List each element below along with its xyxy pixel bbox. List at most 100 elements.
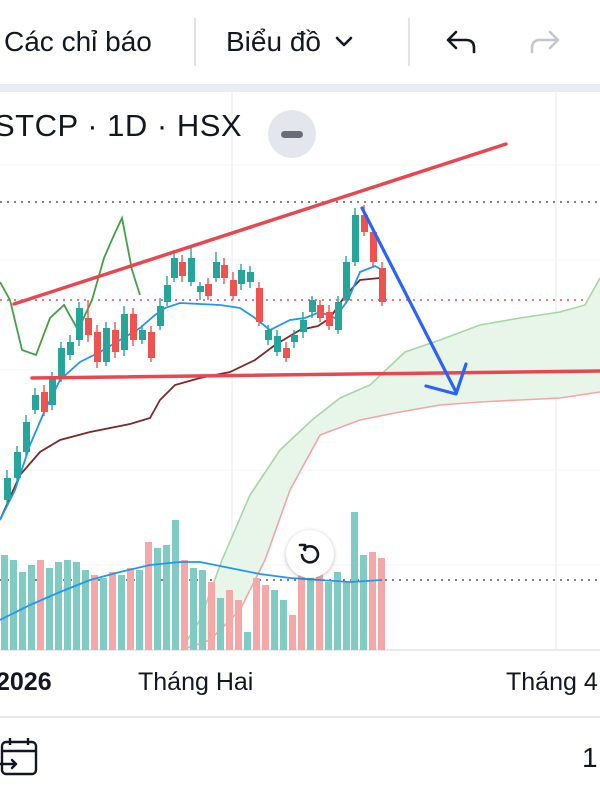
indicators-button[interactable]: Các chỉ báo (4, 0, 152, 84)
candlesticks (4, 205, 386, 505)
candle-body (213, 262, 220, 278)
page-number[interactable]: 1 (582, 742, 598, 773)
volume-bar (100, 578, 107, 650)
redo-button[interactable] (528, 0, 562, 84)
candle-body (238, 270, 245, 284)
volume-bar (145, 542, 152, 650)
candlestick (4, 470, 11, 505)
volume-bar (64, 560, 71, 650)
candle-body (67, 342, 74, 355)
volume-bar (28, 565, 35, 650)
candlestick (238, 264, 245, 290)
redo-icon (528, 28, 562, 56)
candlestick (283, 342, 290, 362)
candle-body (205, 284, 212, 296)
candle-body (352, 215, 359, 262)
candle-body (291, 335, 298, 342)
chart-type-button[interactable]: Biểu đồ (226, 0, 353, 84)
ichimoku-cloud (181, 277, 600, 651)
candle-body (130, 314, 137, 340)
upper-trendline (12, 142, 508, 306)
candlestick (112, 322, 119, 358)
volume-bar (199, 570, 206, 650)
candle-body (256, 288, 263, 322)
down-arrow-head (424, 362, 468, 396)
candlestick (326, 305, 333, 330)
candlestick (121, 306, 128, 356)
candlestick (171, 250, 178, 282)
volume-bar (235, 600, 242, 650)
candlestick (139, 325, 146, 344)
volume-bar (1, 555, 8, 650)
volume-bar (378, 558, 385, 650)
candlestick (76, 302, 83, 346)
candle-body (112, 330, 119, 352)
volume-bar (136, 570, 143, 650)
candle-body (317, 305, 324, 318)
undo-button[interactable] (444, 0, 478, 84)
volume-bar (343, 582, 350, 650)
cloud-fill (182, 278, 600, 650)
volume-bar (280, 600, 287, 650)
candlestick (300, 312, 307, 338)
candle-body (139, 330, 146, 340)
candlestick (103, 322, 110, 366)
date-range-button[interactable] (0, 736, 44, 784)
candle-body (265, 330, 272, 340)
volume-ma-line (0, 561, 383, 621)
chevron-down-icon (335, 36, 353, 48)
toolbar-divider (408, 18, 410, 66)
candlestick (221, 258, 228, 284)
candle-body (164, 285, 171, 302)
volume-bar (37, 560, 44, 650)
toolbar-shadow (0, 84, 600, 92)
symbol-legend[interactable]: STCP · 1D · HSX (0, 108, 243, 143)
volume-bar (181, 560, 188, 650)
candlestick (213, 252, 220, 282)
price-chart[interactable] (0, 92, 600, 716)
volume-bar (91, 575, 98, 650)
candle-body (221, 265, 228, 278)
down-arrow-shaft (360, 206, 458, 394)
candle-body (171, 258, 178, 278)
horizontal-support-line (30, 369, 600, 380)
candle-body (274, 336, 281, 352)
candle-body (58, 348, 65, 378)
candlestick (230, 272, 237, 300)
drawing-tools (12, 142, 600, 396)
candlestick (157, 298, 164, 330)
candle-body (94, 332, 101, 362)
collapse-legend-button[interactable] (268, 110, 316, 158)
reset-chart-button[interactable] (286, 530, 334, 578)
volume-bar (253, 578, 260, 650)
indicators-label: Các chỉ báo (4, 26, 152, 57)
volume-bar (244, 632, 251, 650)
senkou-span-a-line (181, 277, 600, 649)
candle-body (179, 262, 186, 276)
candlestick (164, 276, 171, 306)
toolbar-divider (194, 18, 196, 66)
candlestick (205, 278, 212, 300)
time-axis-label-february: Tháng Hai (138, 668, 254, 696)
volume-bar (360, 555, 367, 650)
candlestick (256, 282, 263, 326)
candlestick (317, 300, 324, 322)
top-toolbar: Các chỉ báo Biểu đồ (0, 0, 600, 84)
candlestick (197, 282, 204, 300)
candle-body (148, 332, 155, 358)
candlestick (94, 325, 101, 368)
time-axis-label-year: 2026 (0, 668, 52, 696)
volume-bars (0, 512, 385, 650)
volume-bar (19, 572, 26, 650)
candlestick (335, 296, 342, 334)
candle-body (188, 258, 195, 282)
candlestick (274, 330, 281, 356)
volume-bar (334, 572, 341, 650)
volume-bar (55, 562, 62, 650)
candlestick (67, 335, 74, 360)
candlestick (23, 415, 30, 456)
undo-icon (444, 28, 478, 56)
volume-bar (190, 568, 197, 650)
candle-body (343, 262, 350, 300)
candle-body (41, 392, 48, 412)
